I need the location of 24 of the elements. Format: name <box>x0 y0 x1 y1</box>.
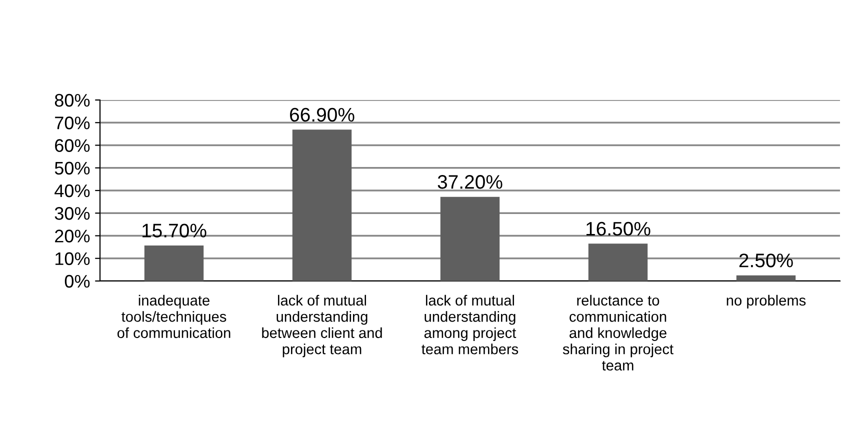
y-tick-label: 80% <box>54 94 90 107</box>
x-tick-label: reluctance to communication and knowledge sharing in project team <box>562 294 674 371</box>
y-tick-label: 40% <box>54 184 90 198</box>
x-tick-label: no problems <box>726 294 806 308</box>
bar <box>292 130 352 281</box>
data-label: 16.50% <box>586 222 650 236</box>
y-tick-label: 60% <box>55 139 90 152</box>
y-tick-label: 70% <box>55 116 90 130</box>
data-label: 2.50% <box>739 254 793 268</box>
data-label: 37.20% <box>438 175 502 189</box>
data-label: 15.70% <box>142 224 206 238</box>
x-tick-label: lack of mutual understanding among project team members <box>422 294 518 354</box>
data-label: 66.90% <box>290 108 354 122</box>
y-tick-label: 10% <box>56 252 90 266</box>
x-tick-label: lack of mutual understanding between client and project team <box>262 294 382 358</box>
bar <box>144 245 204 281</box>
x-tick-label: inadequate tools/techniques of communication <box>117 294 230 338</box>
y-tick-label: 30% <box>54 207 90 220</box>
bar <box>440 196 500 281</box>
bar <box>736 275 796 281</box>
y-tick-label: 20% <box>55 230 90 242</box>
bar <box>588 244 648 281</box>
y-tick-label: 0% <box>64 274 90 288</box>
y-tick-label: 50% <box>54 162 90 175</box>
